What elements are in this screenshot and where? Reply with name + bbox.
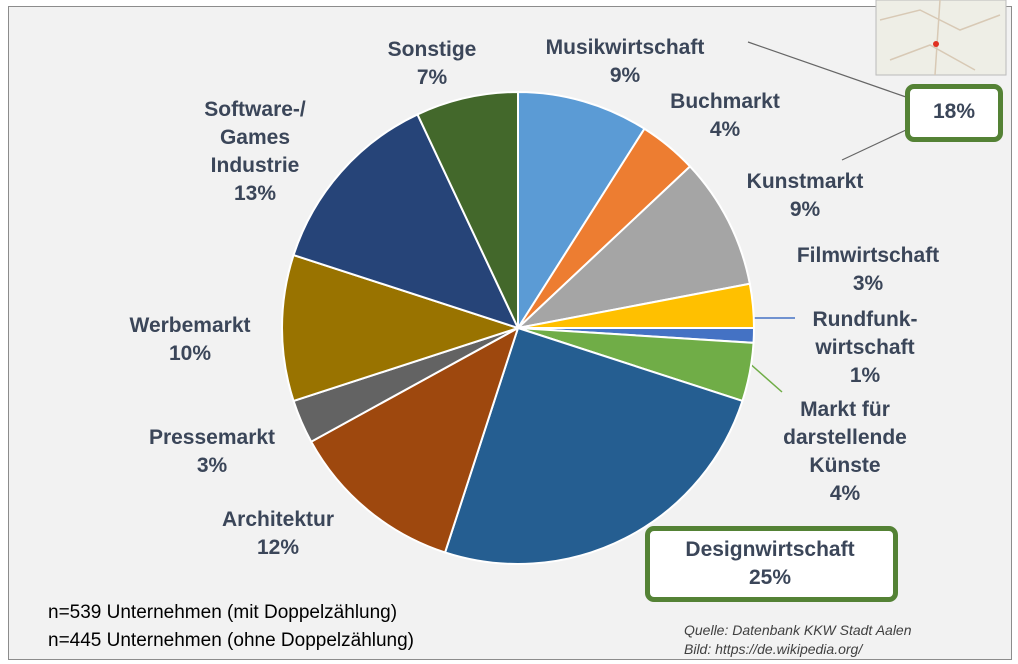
- category-name: Rundfunk-wirtschaft: [803, 306, 928, 362]
- note: n=445 Unternehmen (ohne Doppelzählung): [48, 630, 414, 652]
- value-label: 25%: [685, 564, 854, 592]
- source: Quelle: Datenbank KKW Stadt Aalen: [684, 622, 912, 638]
- value-label: 4%: [670, 116, 780, 144]
- category-name: Kunstmarkt: [747, 168, 864, 196]
- category-name: Pressemarkt: [149, 424, 275, 452]
- category-name: Buchmarkt: [670, 88, 780, 116]
- category-name: Filmwirtschaft: [797, 242, 939, 270]
- value-label: 12%: [222, 534, 334, 562]
- source: Bild: https://de.wikipedia.org/: [684, 641, 862, 657]
- category-name: Software-/ Games Industrie: [185, 96, 325, 180]
- value-label: 13%: [185, 180, 325, 208]
- value-label: 1%: [803, 362, 928, 390]
- leader-line: [748, 362, 782, 392]
- value-label: 4%: [770, 480, 920, 508]
- map-thumbnail: [876, 0, 1006, 75]
- value-label: 9%: [747, 196, 864, 224]
- category-name: Musikwirtschaft: [546, 34, 705, 62]
- value-label: 3%: [797, 270, 939, 298]
- page: 18% n=539 Unternehmen (mit Doppelzählung…: [0, 0, 1018, 664]
- value-label: 7%: [388, 64, 477, 92]
- category-name: Architektur: [222, 506, 334, 534]
- annotation: 18%: [933, 98, 975, 126]
- value-label: 3%: [149, 452, 275, 480]
- category-name: Werbemarkt: [130, 312, 251, 340]
- category-name: Markt für darstellende Künste: [770, 396, 920, 480]
- pie: [282, 92, 754, 564]
- value-label: 10%: [130, 340, 251, 368]
- leader-line: [842, 130, 906, 160]
- note: n=539 Unternehmen (mit Doppelzählung): [48, 602, 397, 624]
- value-label: 9%: [546, 62, 705, 90]
- category-name: Designwirtschaft: [685, 536, 854, 564]
- category-name: Sonstige: [388, 36, 477, 64]
